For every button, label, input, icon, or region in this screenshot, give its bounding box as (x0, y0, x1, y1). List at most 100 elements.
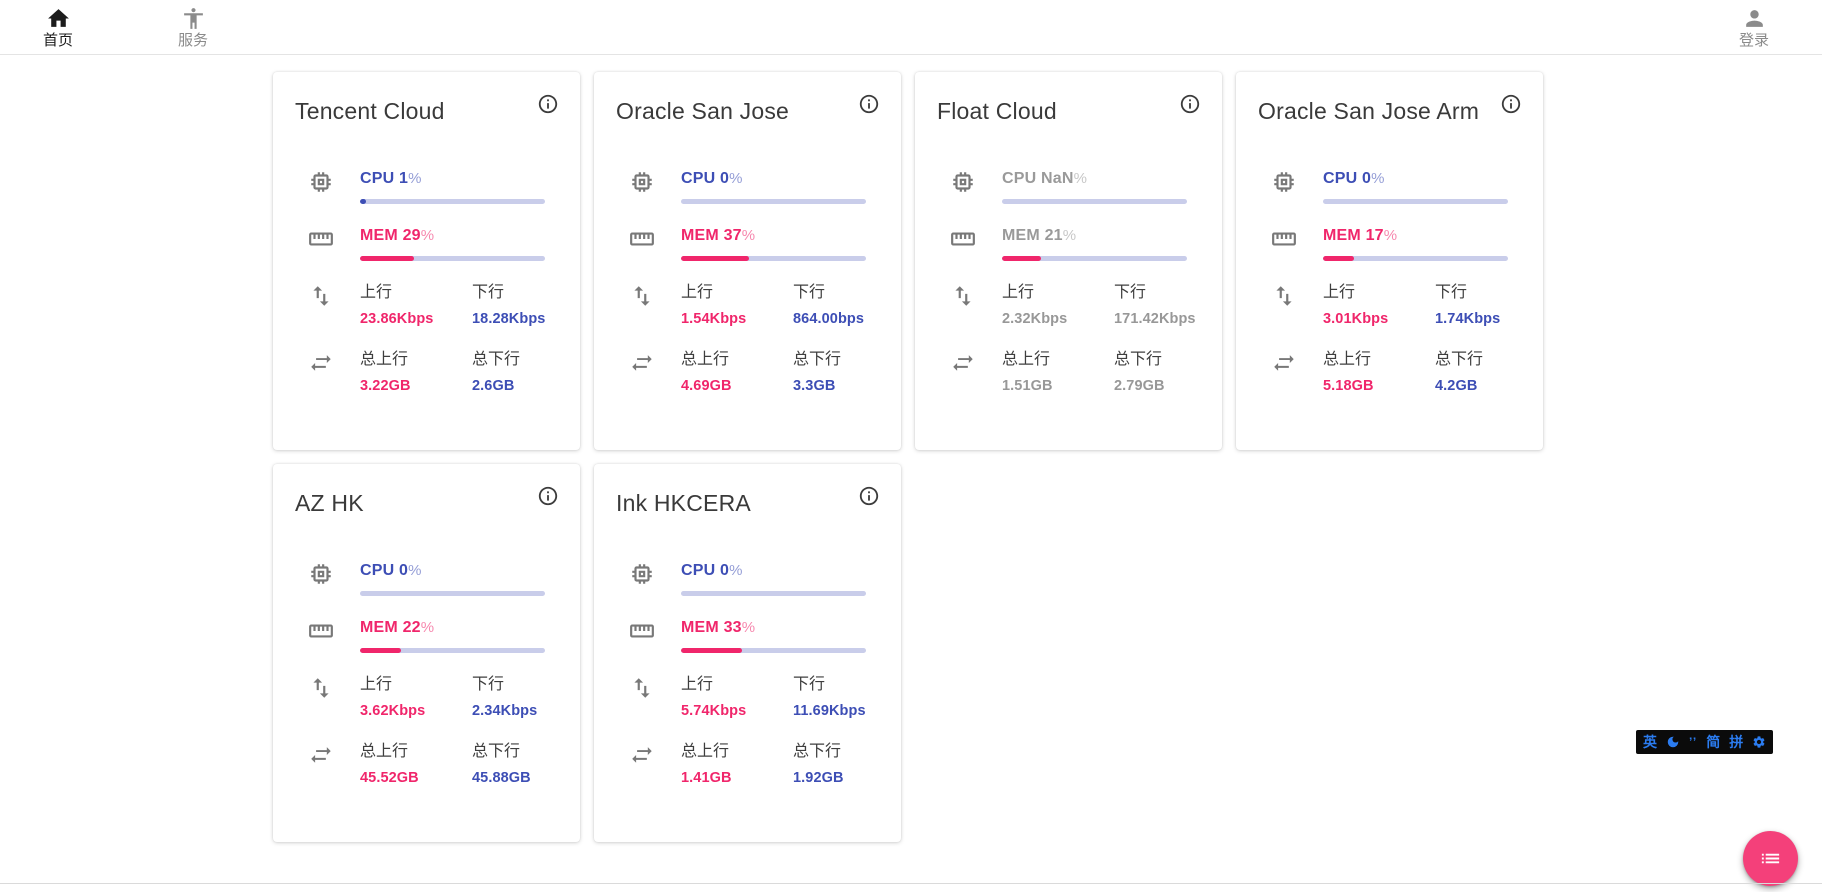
server-stats: CPU 0% MEM 22% 上行 (295, 561, 556, 787)
nav-item-home[interactable]: 首页 (34, 6, 82, 49)
nav-login-label: 登录 (1738, 31, 1769, 49)
list-icon (1761, 853, 1780, 864)
cpu-row: CPU NaN% (937, 169, 1198, 204)
info-button[interactable] (1179, 93, 1201, 115)
upload-speed: 上行 2.32Kbps (1002, 283, 1095, 328)
total-download-label: 总下行 (1435, 351, 1484, 368)
mem-label: MEM 21% (1002, 227, 1077, 244)
cpu-chip-icon (308, 169, 334, 195)
left-right-arrows-icon (950, 350, 976, 376)
left-right-arrows-icon (629, 742, 655, 768)
mem-bar-fill (360, 256, 414, 261)
mem-progress-bar (681, 256, 866, 261)
info-icon (538, 94, 558, 114)
total-upload-value: 1.51GB (1002, 378, 1053, 394)
total-download: 总下行 1.92GB (793, 742, 886, 787)
up-down-arrows-icon (1271, 283, 1297, 309)
total-traffic-row: 总上行 45.52GB 总下行 45.88GB (295, 742, 556, 787)
ime-simplified-toggle[interactable]: 简 (1706, 734, 1721, 750)
download-label: 下行 (1114, 284, 1147, 301)
download-speed: 下行 2.34Kbps (472, 675, 565, 720)
moon-icon[interactable] (1666, 735, 1680, 749)
upload-speed: 上行 3.01Kbps (1323, 283, 1416, 328)
total-upload: 总上行 1.41GB (681, 742, 774, 787)
mem-label: MEM 29% (360, 227, 435, 244)
nav-item-services[interactable]: 服务 (169, 6, 217, 49)
total-download-value: 1.92GB (793, 770, 844, 786)
footer-divider (0, 883, 1822, 884)
info-button[interactable] (1500, 93, 1522, 115)
up-down-arrows-icon (629, 283, 655, 309)
cpu-label: CPU NaN% (1002, 170, 1088, 187)
mem-bar-fill (1002, 256, 1041, 261)
server-card-title: Tencent Cloud (295, 98, 445, 124)
server-card: Ink HKCERA CPU 0% MEM 33% (594, 464, 901, 842)
info-button[interactable] (858, 93, 880, 115)
upload-label: 上行 (1002, 284, 1035, 301)
server-stats: CPU 0% MEM 33% 上行 (616, 561, 877, 787)
mem-progress-bar (1323, 256, 1508, 261)
info-button[interactable] (537, 485, 559, 507)
server-card-title: Float Cloud (937, 98, 1057, 124)
total-download-value: 4.2GB (1435, 378, 1478, 394)
info-icon (1501, 94, 1521, 114)
ime-punctuation-toggle[interactable]: ’’ (1689, 735, 1698, 749)
total-upload-value: 5.18GB (1323, 378, 1374, 394)
info-button[interactable] (858, 485, 880, 507)
ime-pinyin-toggle[interactable]: 拼 (1729, 734, 1744, 750)
server-stats: CPU 1% MEM 29% 上行 (295, 169, 556, 395)
nav-item-login[interactable]: 登录 (1730, 6, 1778, 49)
upload-speed: 上行 1.54Kbps (681, 283, 774, 328)
cpu-chip-icon (308, 561, 334, 587)
cpu-row: CPU 0% (1258, 169, 1519, 204)
total-download: 总下行 3.3GB (793, 350, 886, 395)
mem-row: MEM 22% (295, 618, 556, 653)
total-traffic-row: 总上行 1.51GB 总下行 2.79GB (937, 350, 1198, 395)
download-value: 171.42Kbps (1114, 311, 1196, 327)
mem-label: MEM 37% (681, 227, 756, 244)
total-download-value: 3.3GB (793, 378, 836, 394)
ime-toolbar: 英 ’’ 简 拼 (1636, 730, 1774, 754)
gear-icon[interactable] (1752, 735, 1766, 749)
total-upload-label: 总上行 (360, 743, 409, 760)
mem-bar-fill (360, 648, 401, 653)
total-traffic-row: 总上行 4.69GB 总下行 3.3GB (616, 350, 877, 395)
cpu-progress-bar (360, 591, 545, 596)
upload-label: 上行 (360, 284, 393, 301)
cpu-progress-bar (1323, 199, 1508, 204)
download-speed: 下行 18.28Kbps (472, 283, 565, 328)
mem-label: MEM 33% (681, 619, 756, 636)
left-right-arrows-icon (308, 350, 334, 376)
total-upload-label: 总上行 (360, 351, 409, 368)
info-icon (859, 486, 879, 506)
upload-label: 上行 (681, 676, 714, 693)
download-label: 下行 (472, 676, 505, 693)
server-card: Oracle San Jose CPU 0% MEM 37% (594, 72, 901, 450)
upload-speed: 上行 3.62Kbps (360, 675, 453, 720)
total-upload: 总上行 1.51GB (1002, 350, 1095, 395)
server-card-title: Oracle San Jose (616, 98, 790, 124)
info-button[interactable] (537, 93, 559, 115)
download-value: 1.74Kbps (1435, 311, 1501, 327)
speed-row: 上行 1.54Kbps 下行 864.00bps (616, 283, 877, 328)
total-download: 总下行 2.79GB (1114, 350, 1207, 395)
nav-services-label: 服务 (177, 31, 208, 49)
server-list-fab-button[interactable] (1743, 831, 1798, 886)
total-traffic-row: 总上行 1.41GB 总下行 1.92GB (616, 742, 877, 787)
server-card-title: AZ HK (295, 490, 364, 516)
mem-label: MEM 17% (1323, 227, 1398, 244)
total-upload-value: 45.52GB (360, 770, 419, 786)
ime-language-toggle[interactable]: 英 (1643, 734, 1657, 750)
upload-value: 23.86Kbps (360, 311, 434, 327)
upload-speed: 上行 23.86Kbps (360, 283, 453, 328)
cpu-label: CPU 0% (681, 562, 743, 579)
upload-value: 3.01Kbps (1323, 311, 1389, 327)
total-upload: 总上行 5.18GB (1323, 350, 1416, 395)
upload-value: 1.54Kbps (681, 311, 747, 327)
total-upload-value: 4.69GB (681, 378, 732, 394)
left-right-arrows-icon (308, 742, 334, 768)
info-icon (538, 486, 558, 506)
nav-home-label: 首页 (42, 31, 73, 49)
speed-row: 上行 2.32Kbps 下行 171.42Kbps (937, 283, 1198, 328)
memory-ruler-icon (1271, 226, 1297, 252)
